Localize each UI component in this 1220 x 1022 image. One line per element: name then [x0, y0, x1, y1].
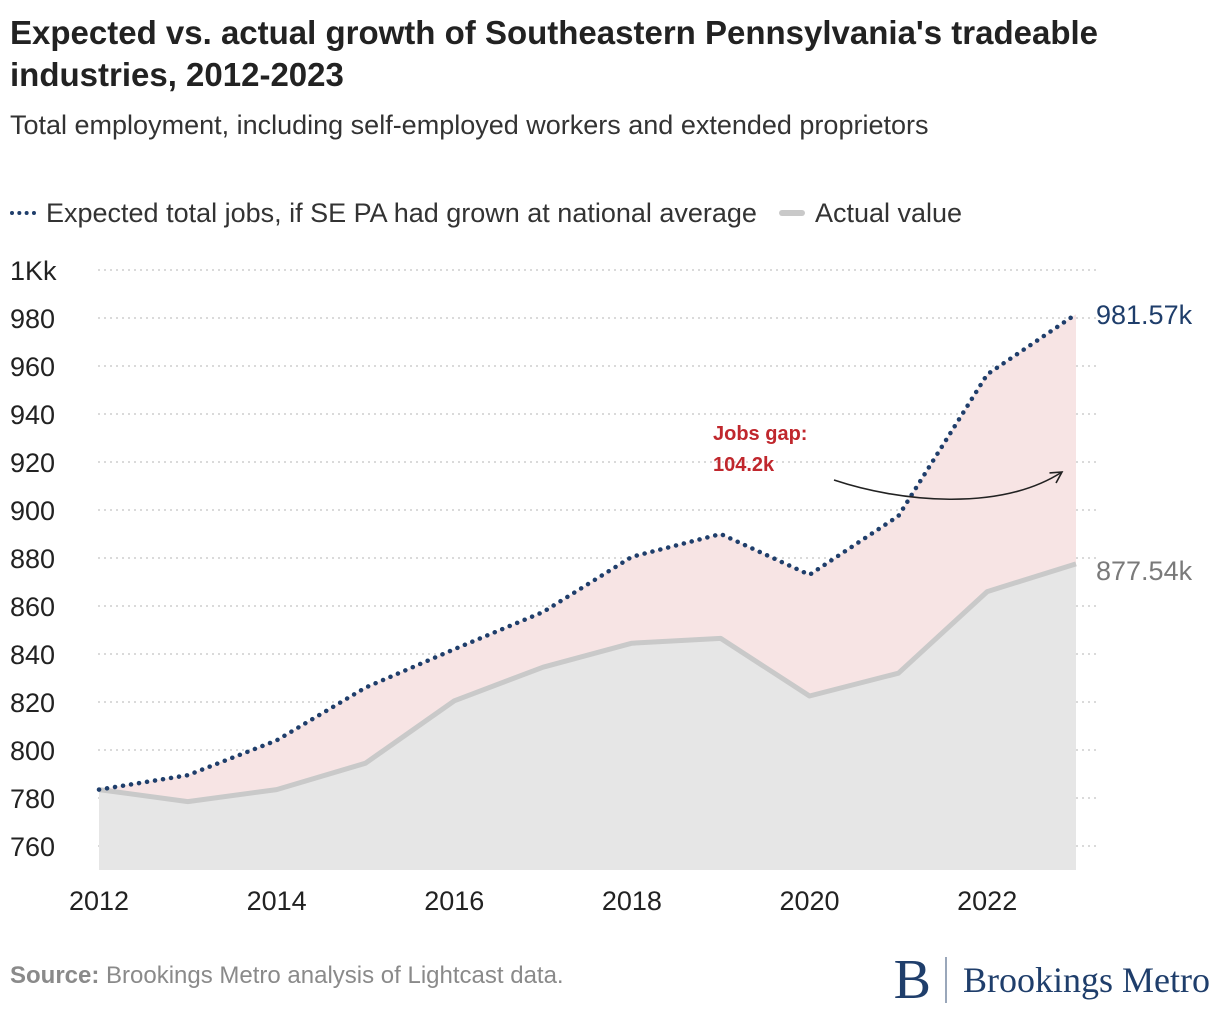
y-tick-label: 860: [10, 592, 55, 622]
y-tick-label: 880: [10, 544, 55, 574]
chart-title: Expected vs. actual growth of Southeaste…: [10, 14, 1099, 93]
annotation-arrow-icon: [833, 471, 1064, 501]
x-tick-label: 2012: [69, 886, 129, 916]
source-label: Source:: [10, 962, 100, 989]
actual-value-line: [98, 561, 1077, 805]
end-label-expected: 981.57k: [1096, 300, 1193, 330]
legend-item-expected: Expected total jobs, if SE PA had grown …: [10, 198, 757, 229]
x-tick-label: 2014: [247, 886, 307, 916]
x-tick-label: 2018: [602, 886, 662, 916]
y-tick-label: 780: [10, 784, 55, 814]
legend: Expected total jobs, if SE PA had grown …: [10, 193, 984, 233]
brand-logo: B Brookings Metro: [894, 950, 1210, 1010]
brand-name: Brookings Metro: [963, 960, 1210, 1000]
y-tick-label: 1Kk: [10, 256, 57, 286]
actual-value-area: [99, 563, 1076, 870]
y-tick-label: 980: [10, 304, 55, 334]
legend-item-actual: Actual value: [778, 197, 963, 229]
legend-solid-line-icon: [778, 210, 805, 216]
legend-label-expected: Expected total jobs, if SE PA had grown …: [46, 197, 757, 228]
chart-plot: 760 780 800 820 840 860 880 900 920 940 960 980 1Kk 2…: [10, 256, 1193, 916]
end-label-actual: 877.54k: [1096, 556, 1193, 586]
source-text: Brookings Metro analysis of Lightcast da…: [99, 962, 564, 989]
annotation-jobs-gap-value: 104.2k: [713, 454, 775, 476]
x-tick-label: 2016: [424, 886, 484, 916]
y-tick-label: 960: [10, 352, 55, 382]
chart-subtitle: Total employment, including self-employe…: [10, 110, 929, 140]
brand-monogram: B: [893, 949, 931, 1011]
y-tick-label: 800: [10, 736, 55, 766]
y-tick-label: 900: [10, 496, 55, 526]
y-tick-label: 940: [10, 400, 55, 430]
jobs-gap-area: [99, 314, 1076, 802]
x-tick-label: 2020: [780, 886, 840, 916]
x-tick-label: 2022: [957, 886, 1017, 916]
annotation-jobs-gap-label: Jobs gap:: [713, 423, 807, 445]
legend-dotted-line-icon: [10, 211, 36, 215]
legend-label-actual: Actual value: [814, 197, 963, 228]
y-tick-label: 820: [10, 688, 55, 718]
y-tick-label: 760: [10, 832, 55, 862]
y-tick-label: 840: [10, 640, 55, 670]
expected-jobs-line: [96, 311, 1079, 792]
brand-divider: [945, 957, 947, 1003]
y-tick-label: 920: [10, 448, 55, 478]
source-note: Source: Brookings Metro analysis of Ligh…: [10, 962, 564, 990]
